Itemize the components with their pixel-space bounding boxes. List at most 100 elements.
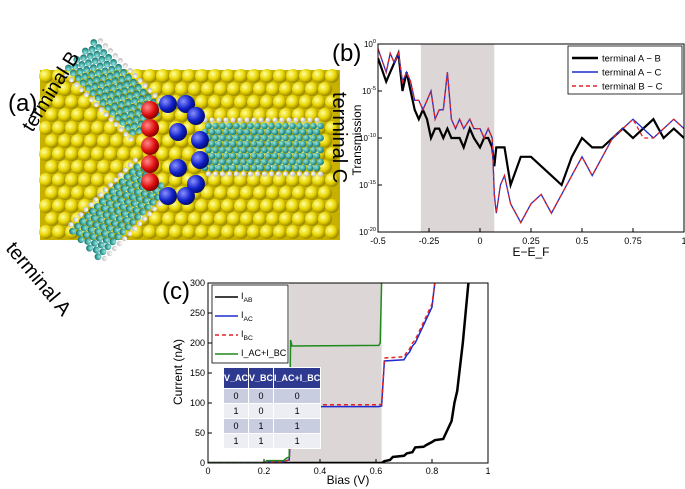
x-tick-label: 1 xyxy=(681,236,685,246)
gold-atom xyxy=(292,82,306,96)
hydrogen-atom xyxy=(116,240,123,247)
carbon-atom xyxy=(93,50,101,58)
gold-atom xyxy=(273,199,287,213)
carbon-atom xyxy=(73,56,81,63)
carbon-atom xyxy=(250,140,258,148)
series-line xyxy=(378,48,684,224)
carbon-atom xyxy=(122,216,130,224)
table-cell: 1 xyxy=(273,433,322,449)
gold-atom xyxy=(104,147,118,161)
carbon-atom xyxy=(215,152,223,160)
gold-atom xyxy=(65,147,79,161)
carbon-atom xyxy=(257,164,265,172)
gold-atom xyxy=(325,199,339,213)
hydrogen-atom xyxy=(216,117,222,123)
hydrogen-atom xyxy=(233,171,240,177)
blue-atom xyxy=(159,95,177,113)
hydrogen-atom xyxy=(289,171,296,177)
gold-atom xyxy=(91,173,105,187)
hydrogen-atom xyxy=(265,117,271,123)
carbon-atom xyxy=(285,128,293,136)
carbon-atom xyxy=(289,146,296,154)
table-row: 0 1 1 xyxy=(222,418,322,434)
hydrogen-atom xyxy=(251,117,257,123)
carbon-atom xyxy=(133,188,141,196)
truth-table-header: V_BC xyxy=(248,367,275,389)
carbon-atom xyxy=(275,158,282,166)
gold-atom xyxy=(39,147,53,161)
carbon-atom xyxy=(229,164,237,172)
carbon-atom xyxy=(108,188,116,196)
gold-atom xyxy=(260,199,274,213)
carbon-atom xyxy=(236,164,244,172)
carbon-atom xyxy=(229,140,237,148)
carbon-atom xyxy=(282,146,289,154)
carbon-atom xyxy=(313,128,321,136)
gold-atom xyxy=(78,121,92,135)
gold-atom xyxy=(45,212,59,226)
truth-table-header: V_AC xyxy=(222,367,250,389)
gold-atom xyxy=(182,69,196,83)
hydrogen-atom xyxy=(209,117,215,123)
carbon-atom xyxy=(219,134,226,142)
hydrogen-atom xyxy=(112,245,118,252)
carbon-atom xyxy=(140,190,148,198)
carbon-atom xyxy=(313,164,321,172)
blue-atom xyxy=(191,151,209,169)
carbon-atom xyxy=(128,168,136,176)
gold-atom xyxy=(247,199,261,213)
gold-atom xyxy=(247,95,261,109)
carbon-atom xyxy=(264,164,272,172)
carbon-atom xyxy=(317,158,324,166)
hydrogen-atom xyxy=(247,171,254,177)
carbon-atom xyxy=(289,158,296,166)
gold-atom xyxy=(143,69,157,83)
panel-b-chart: -0.5 -0.25 0 0.25 0.5 0.75 1 100 10-5 10-10 10-15 1… xyxy=(350,39,685,259)
gold-atom xyxy=(299,173,313,187)
hydrogen-atom xyxy=(314,117,320,123)
table-cell: 0 xyxy=(222,418,250,434)
table-row: 1 1 1 xyxy=(222,433,322,449)
blue-atom xyxy=(177,95,195,113)
hydrogen-atom xyxy=(92,197,99,203)
carbon-atom xyxy=(264,140,272,148)
gold-atom xyxy=(71,134,85,148)
hydrogen-atom xyxy=(131,226,138,232)
carbon-atom xyxy=(229,128,237,136)
gold-atom xyxy=(65,199,79,213)
carbon-atom xyxy=(306,128,314,136)
y-tick-label: 150 xyxy=(190,368,205,378)
carbon-atom xyxy=(92,221,100,229)
carbon-atom xyxy=(310,134,317,142)
carbon-atom xyxy=(132,206,140,214)
gold-atom xyxy=(78,95,92,109)
carbon-atom xyxy=(261,146,268,154)
x-tick-label: 0.5 xyxy=(576,236,589,246)
gold-atom xyxy=(156,121,170,135)
carbon-atom xyxy=(84,238,92,245)
carbon-atom xyxy=(90,64,97,72)
gold-atom xyxy=(58,134,72,148)
gold-atom xyxy=(78,199,92,213)
gold-atom xyxy=(312,225,326,239)
series-line xyxy=(208,283,436,463)
carbon-atom xyxy=(132,181,139,189)
carbon-atom xyxy=(74,74,82,82)
carbon-atom xyxy=(130,175,138,182)
carbon-atom xyxy=(119,119,127,126)
gold-atom xyxy=(286,69,300,83)
gold-atom xyxy=(58,82,72,96)
carbon-atom xyxy=(317,122,324,130)
gold-atom xyxy=(305,82,319,96)
hydrogen-atom xyxy=(123,131,129,137)
gold-atom xyxy=(325,69,339,83)
hydrogen-atom xyxy=(112,53,118,59)
carbon-atom xyxy=(121,87,129,95)
carbon-atom xyxy=(74,222,81,230)
gold-atom xyxy=(312,173,326,187)
gold-atom xyxy=(71,108,85,122)
carbon-atom xyxy=(285,152,293,160)
carbon-atom xyxy=(131,122,138,130)
legend-c: IAB IAC IBC I_AC+I_BC xyxy=(211,284,289,364)
carbon-atom xyxy=(243,164,251,172)
